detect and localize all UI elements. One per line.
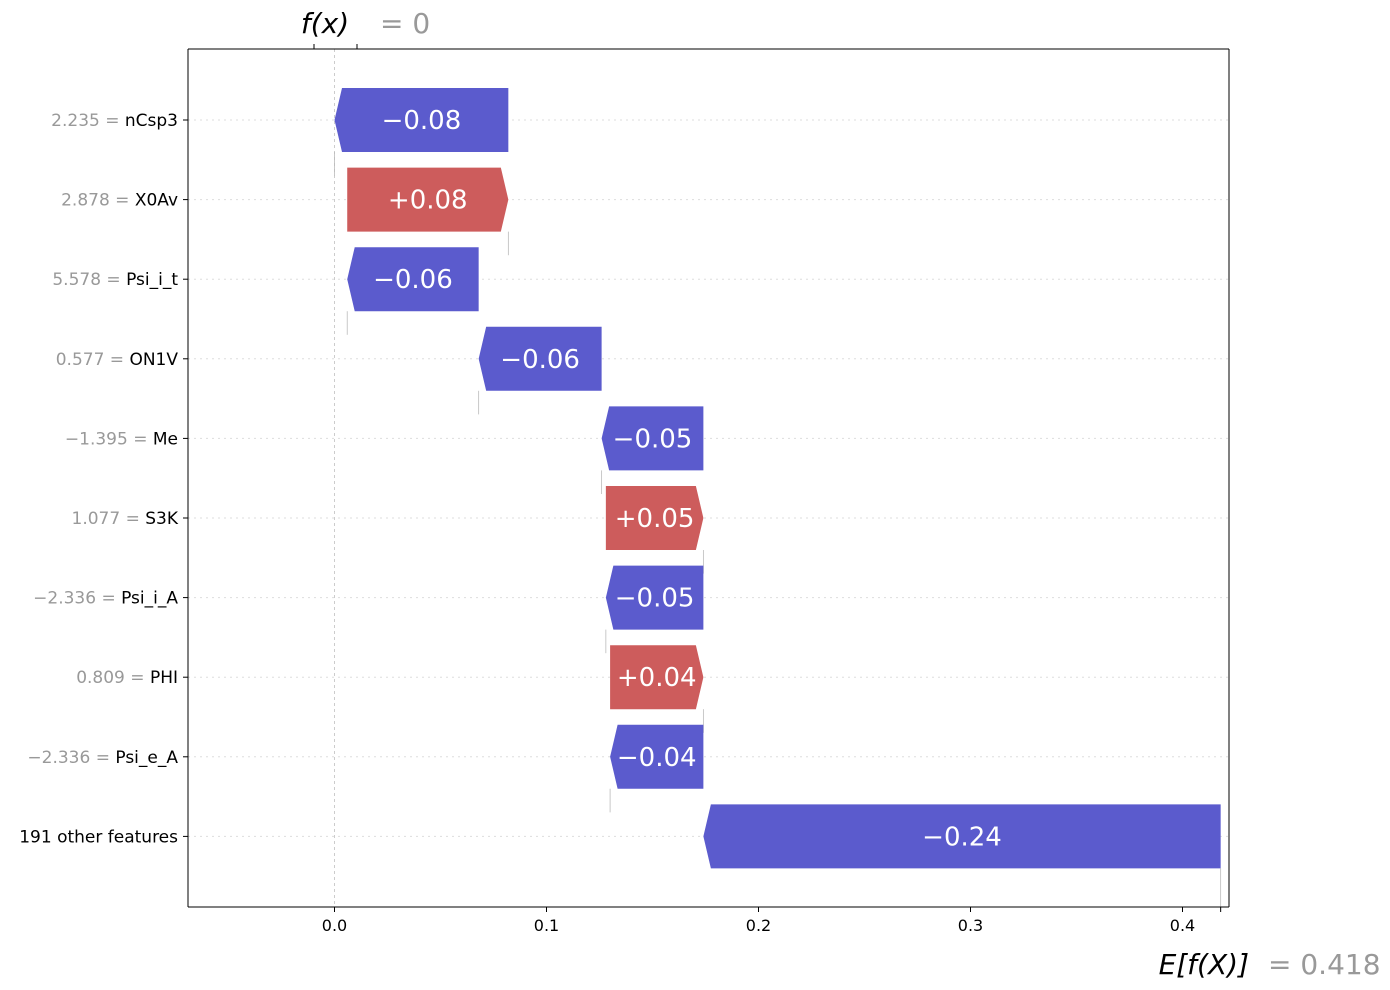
bar-value-label: +0.05 (615, 504, 695, 534)
feature-name: Me (153, 429, 178, 449)
bar-value-label: −0.06 (500, 345, 580, 375)
feature-row-label: −2.336 = Psi_i_A (33, 589, 178, 609)
feature-name: S3K (145, 509, 179, 529)
feature-row-label: −2.336 = Psi_e_A (27, 748, 178, 768)
feature-value: −1.395 = (65, 429, 153, 449)
contribution-bar (334, 88, 509, 152)
feature-value: 2.235 = (51, 111, 125, 131)
feature-value: −2.336 = (33, 589, 121, 609)
x-tick-label: 0.3 (958, 916, 983, 935)
feature-name: PHI (150, 668, 178, 688)
bar-value-label: +0.04 (617, 663, 697, 693)
expected-value-label: E[f(X)] (1159, 948, 1249, 981)
feature-name: 191 other features (19, 827, 178, 847)
feature-value: −2.336 = (27, 748, 115, 768)
feature-row-label: −1.395 = Me (65, 429, 178, 449)
axes: 0.0 0.1 0.2 0.3 0.4 (183, 44, 1230, 935)
bars-layer: −0.08 +0.08 −0.06 −0.06 −0.05 +0.05 −0.05 +0.04… (334, 88, 1222, 907)
contribution-bar (478, 326, 602, 391)
feature-row-label: 0.809 = PHI (76, 668, 178, 688)
contribution-bar (347, 247, 479, 312)
feature-name: Psi_i_t (126, 270, 178, 290)
expected-value-value: = 0.418 (1268, 948, 1381, 981)
contribution-bar (347, 167, 509, 232)
feature-row-label: 0.577 = ON1V (56, 350, 179, 370)
feature-name: ON1V (129, 350, 178, 370)
feature-value: 0.577 = (56, 350, 130, 370)
fx-label: f(x) (301, 7, 349, 40)
feature-row-label: 191 other features (19, 827, 178, 847)
feature-value: 1.077 = (72, 509, 146, 529)
row-labels: 2.235 = nCsp3 2.878 = X0Av 5.578 = Psi_i_t… (19, 111, 179, 847)
feature-name: nCsp3 (125, 111, 178, 131)
bar-value-label: +0.08 (388, 186, 468, 216)
feature-row-label: 2.235 = nCsp3 (51, 111, 178, 131)
feature-value: 2.878 = (61, 191, 135, 211)
feature-value: 5.578 = (52, 270, 126, 290)
bar-value-label: −0.05 (613, 424, 693, 454)
feature-row-label: 1.077 = S3K (72, 509, 179, 529)
feature-value: 0.809 = (76, 668, 150, 688)
expected-value-annotation: E[f(X)] = 0.418 (1159, 948, 1381, 981)
x-tick-label: 0.2 (746, 916, 771, 935)
contribution-bar (610, 645, 704, 710)
feature-name: Psi_i_A (121, 589, 178, 609)
x-tick-label: 0.4 (1170, 916, 1195, 935)
bar-value-label: −0.08 (382, 106, 462, 136)
x-tick-label: 0.0 (322, 916, 347, 935)
contribution-bar (703, 804, 1221, 869)
bar-value-label: −0.06 (373, 265, 453, 295)
feature-name: Psi_e_A (115, 748, 178, 768)
feature-row-label: 5.578 = Psi_i_t (52, 270, 178, 290)
contribution-bar (601, 406, 704, 471)
bar-value-label: −0.04 (617, 743, 697, 773)
grid-layer (188, 49, 1229, 907)
x-tick-label: 0.1 (534, 916, 559, 935)
bar-value-label: −0.05 (615, 584, 695, 614)
contribution-bar (610, 724, 704, 789)
fx-annotation: f(x) = 0 (301, 7, 430, 40)
contribution-bar (605, 565, 704, 630)
contribution-bar (605, 486, 704, 550)
bar-value-label: −0.24 (922, 822, 1002, 852)
fx-value: = 0 (380, 7, 430, 40)
feature-name: X0Av (135, 191, 178, 211)
feature-row-label: 2.878 = X0Av (61, 191, 178, 211)
